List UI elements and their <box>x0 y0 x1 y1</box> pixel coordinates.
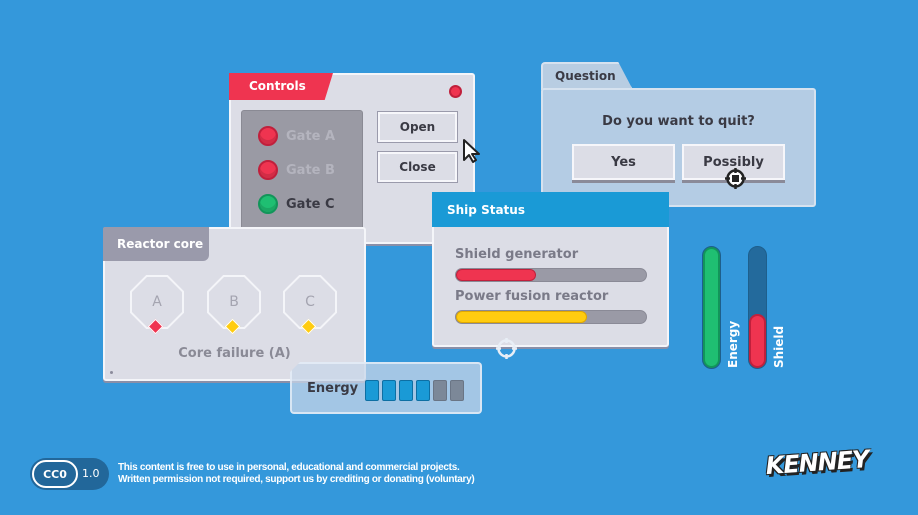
crosshair-icon <box>496 338 517 359</box>
license-badge: CC0 1.0 <box>30 458 109 490</box>
kenney-logo: KENNEY <box>764 445 870 481</box>
ship-status-header: Ship Status <box>432 192 669 227</box>
question-tab: Question <box>541 62 633 90</box>
gate-b-label: Gate B <box>286 162 335 178</box>
shield-generator-label: Shield generator <box>455 247 579 262</box>
shield-vertical-label: Shield <box>772 325 786 368</box>
gate-b[interactable]: Gate B <box>258 160 335 180</box>
energy-segment <box>416 380 430 401</box>
gate-c[interactable]: Gate C <box>258 194 335 214</box>
energy-segment <box>399 380 413 401</box>
cc0-badge: CC0 <box>32 460 78 488</box>
power-fusion-reactor-bar <box>455 310 647 324</box>
yes-button[interactable]: Yes <box>572 144 675 180</box>
energy-panel: Energy <box>290 362 482 414</box>
shield-generator-bar <box>455 268 647 282</box>
gate-c-label: Gate C <box>286 196 335 212</box>
license-line-2: Written permission not required, support… <box>118 474 475 485</box>
energy-vertical-label: Energy <box>726 320 740 368</box>
cursor-arrow-icon <box>463 139 480 163</box>
shield-vertical-fill <box>749 313 766 368</box>
gate-c-led-icon <box>258 194 278 214</box>
question-dialog: Do you want to quit? Yes Possibly <box>541 88 816 207</box>
crosshair-icon <box>725 168 746 189</box>
license-version: 1.0 <box>82 467 100 480</box>
gate-b-led-icon <box>258 160 278 180</box>
question-prompt: Do you want to quit? <box>602 114 755 129</box>
license-line-1: This content is free to use in personal,… <box>118 462 460 473</box>
gates-panel: Gate A Gate B Gate C <box>241 110 363 232</box>
close-indicator-icon[interactable] <box>449 85 462 98</box>
controls-window: Controls Gate A Gate B Gate C Open Close <box>229 73 475 244</box>
energy-label: Energy <box>307 381 359 396</box>
gate-a-led-icon <box>258 126 278 146</box>
gate-a[interactable]: Gate A <box>258 126 335 146</box>
core-a[interactable]: A <box>130 275 184 329</box>
energy-vertical-fill <box>703 247 720 368</box>
energy-segment <box>365 380 379 401</box>
energy-segment <box>433 380 447 401</box>
reactor-title-tab: Reactor core <box>103 227 209 261</box>
energy-vertical-bar <box>702 246 721 369</box>
close-button[interactable]: Close <box>377 151 458 183</box>
reactor-core-window: Reactor core A B C Core failure (A) <box>103 227 366 381</box>
ship-status-window: Ship Status Shield generator Power fusio… <box>432 192 669 347</box>
reactor-status-text: Core failure (A) <box>178 346 291 361</box>
gate-a-label: Gate A <box>286 128 336 144</box>
controls-title-tab: Controls <box>229 73 333 100</box>
core-c[interactable]: C <box>283 275 337 329</box>
power-fusion-reactor-label: Power fusion reactor <box>455 289 609 304</box>
energy-segment <box>450 380 464 401</box>
shield-vertical-bar <box>748 246 767 369</box>
open-button[interactable]: Open <box>377 111 458 143</box>
energy-segment <box>382 380 396 401</box>
